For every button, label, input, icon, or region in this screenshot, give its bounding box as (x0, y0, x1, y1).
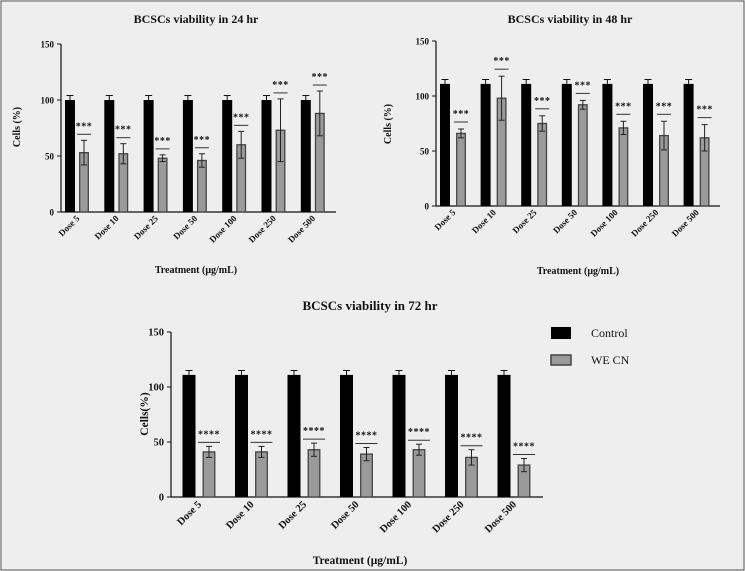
bar-we-cn (255, 451, 268, 498)
significance-label: **** (408, 427, 430, 438)
significance-label: *** (76, 121, 93, 132)
bar-control (521, 83, 532, 206)
significance-label: **** (356, 431, 378, 442)
y-tick-label: 50 (154, 438, 165, 449)
bar-we-cn (456, 132, 466, 207)
bar-control (445, 374, 458, 497)
bar-we-cn (202, 451, 216, 498)
bar-control (235, 374, 248, 497)
significance-label: **** (251, 429, 273, 440)
bar-we-cn (157, 157, 168, 213)
significance-label: **** (198, 429, 220, 440)
legend-label-we-cn: WE CN (591, 353, 630, 367)
bar-control (222, 100, 233, 212)
y-tick-label: 50 (45, 152, 55, 162)
significance-label: *** (656, 101, 673, 112)
significance-label: *** (453, 109, 470, 120)
bar-we-cn (537, 122, 548, 207)
bar-control (440, 83, 450, 206)
y-tick-label: 100 (148, 383, 164, 394)
bar-control (65, 100, 75, 212)
y-tick-label: 100 (41, 96, 55, 106)
bar-control (182, 374, 196, 497)
significance-label: **** (303, 426, 325, 437)
y-tick-label: 150 (148, 328, 164, 339)
chart3-x-axis-title: Treatment (μg/mL) (313, 555, 408, 567)
bar-we-cn (412, 449, 426, 498)
y-tick-label: 100 (416, 92, 430, 102)
bar-we-cn (618, 127, 629, 207)
bar-control (683, 83, 694, 206)
significance-label: *** (272, 80, 289, 91)
chart3-y-axis-title: Cells(%) (139, 392, 151, 436)
chart1-title: BCSCs viability in 24 hr (134, 12, 259, 26)
legend-label-control: Control (591, 326, 628, 340)
significance-label: **** (513, 442, 535, 453)
significance-label: **** (461, 433, 483, 444)
legend: Control WE CN (550, 326, 630, 367)
chart1-y-axis-title: Cells (%) (12, 107, 23, 147)
significance-label: *** (233, 112, 250, 123)
bar-control (392, 374, 406, 497)
bar-control (561, 83, 572, 206)
chart2-x-axis-title: Treatment (μg/mL) (537, 266, 619, 277)
bar-we-cn (577, 104, 588, 207)
bar-control (480, 83, 491, 206)
chart3-title: BCSCs viability in 72 hr (302, 298, 437, 313)
y-tick-label: 150 (416, 37, 430, 47)
significance-label: *** (115, 125, 132, 136)
bar-control (182, 100, 193, 212)
bar-control (261, 100, 272, 212)
significance-label: *** (312, 72, 329, 83)
y-tick-label: 150 (41, 40, 55, 50)
bar-control (340, 374, 353, 497)
chart2-title: BCSCs viability in 48 hr (508, 12, 633, 26)
bar-control (287, 374, 301, 497)
bar-control (300, 100, 311, 212)
chart2-y-axis-title: Cells (%) (383, 104, 394, 144)
significance-label: *** (154, 136, 171, 147)
bar-control (643, 83, 653, 206)
significance-label: *** (615, 101, 632, 112)
y-tick-label: 50 (420, 147, 430, 157)
chart1-x-axis-title: Treatment (μg/mL) (155, 265, 237, 276)
significance-label: *** (493, 56, 510, 67)
y-tick-label: 0 (425, 202, 430, 212)
y-tick-label: 0 (159, 493, 164, 504)
significance-label: *** (575, 80, 592, 91)
significance-label: *** (194, 135, 211, 146)
significance-label: *** (534, 96, 551, 107)
legend-swatch-we-cn (550, 354, 572, 366)
significance-label: *** (696, 105, 713, 116)
bar-control (104, 100, 115, 212)
bar-control (602, 83, 613, 206)
bar-control (497, 374, 511, 497)
bar-we-cn (196, 159, 207, 213)
y-tick-label: 0 (50, 208, 55, 218)
legend-swatch-control (551, 327, 571, 339)
bar-control (143, 100, 154, 212)
